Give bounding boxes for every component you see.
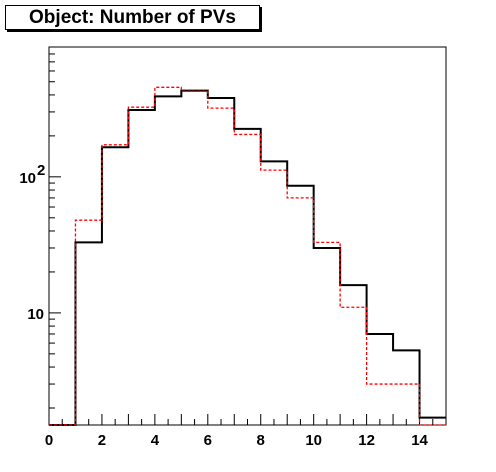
series-dashed-red-line [49, 86, 446, 426]
chart-title-box: Object: Number of PVs [5, 5, 260, 30]
x-tick-label: 0 [45, 432, 53, 449]
chart-title: Object: Number of PVs [29, 6, 236, 28]
x-tick-label: 2 [98, 432, 106, 449]
x-tick-label: 8 [257, 432, 265, 449]
x-tick-label: 12 [358, 432, 375, 449]
x-axis-tick-labels: 0 2 4 6 8 10 12 14 [45, 432, 429, 449]
x-tick-label: 14 [411, 432, 428, 449]
y-tick-label-exponent: 2 [37, 162, 45, 179]
series-layer [49, 86, 446, 426]
series-solid-black-line [49, 89, 446, 426]
x-axis-ticks [48, 414, 447, 425]
x-tick-label: 4 [151, 432, 160, 449]
plot-frame [48, 46, 447, 426]
x-tick-label: 6 [204, 432, 212, 449]
y-tick-label: 10 [27, 306, 44, 323]
x-tick-label: 10 [305, 432, 322, 449]
y-tick-label: 10 [19, 170, 36, 187]
y-axis-ticks [49, 46, 61, 409]
